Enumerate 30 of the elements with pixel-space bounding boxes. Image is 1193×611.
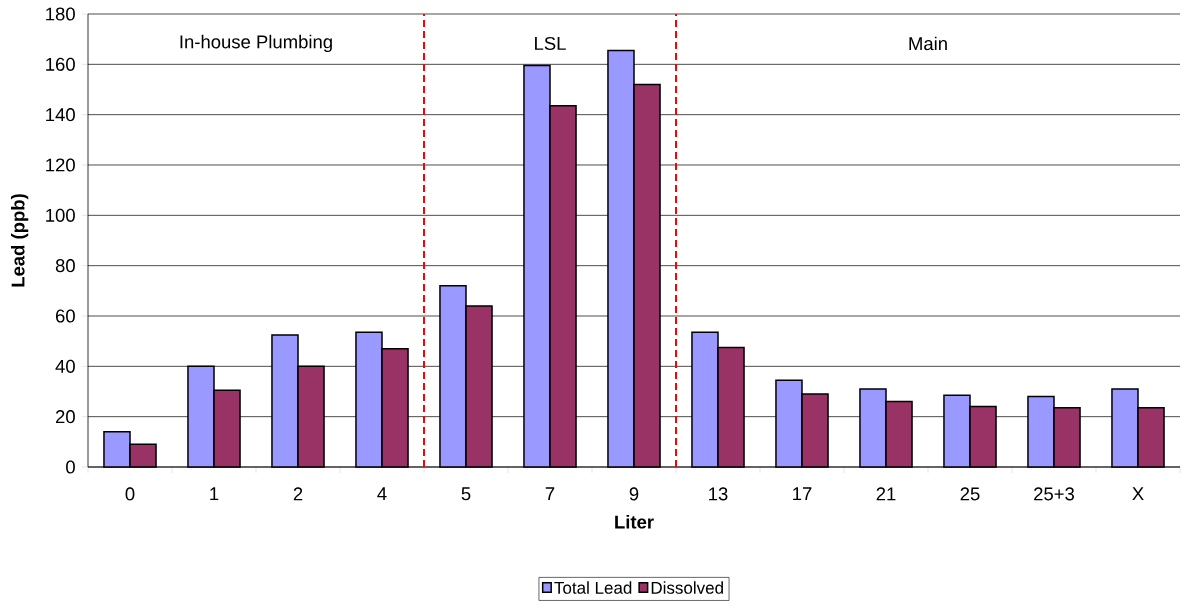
x-tick-label: 0 <box>125 487 135 501</box>
x-tick-label: 25+3 <box>1034 487 1075 501</box>
x-tick-label: 4 <box>377 487 387 501</box>
x-tick-label: 9 <box>629 487 639 501</box>
y-tick-label: 160 <box>46 57 75 71</box>
annotation: In-house Plumbing <box>180 34 332 53</box>
y-tick-label: 0 <box>66 460 75 474</box>
y-axis-title: Lead (ppb) <box>10 194 29 287</box>
legend-label: Total Lead <box>554 581 632 594</box>
x-tick-label: 21 <box>876 487 896 501</box>
x-tick-label: 7 <box>545 487 555 501</box>
x-tick-label: 17 <box>793 487 812 501</box>
y-tick-label: 100 <box>46 208 75 222</box>
y-tick-label: 20 <box>55 410 75 424</box>
annotation: Main <box>909 36 947 51</box>
x-tick-label: 1 <box>210 487 219 501</box>
legend-label: Dissolved <box>651 581 723 594</box>
y-tick-label: 140 <box>46 108 75 122</box>
annotation: LSL <box>535 36 566 50</box>
x-tick-label: 13 <box>709 487 728 501</box>
x-axis-title: Liter <box>615 514 654 529</box>
y-tick-label: 180 <box>46 7 75 21</box>
y-tick-label: 120 <box>46 158 75 172</box>
y-tick-label: 40 <box>55 359 75 373</box>
x-tick-label: 2 <box>293 487 303 501</box>
y-tick-label: 80 <box>55 259 75 273</box>
x-tick-label: X <box>1132 487 1144 501</box>
x-tick-label: 5 <box>461 487 471 501</box>
y-tick-label: 60 <box>55 309 75 323</box>
x-tick-label: 25 <box>960 487 980 501</box>
